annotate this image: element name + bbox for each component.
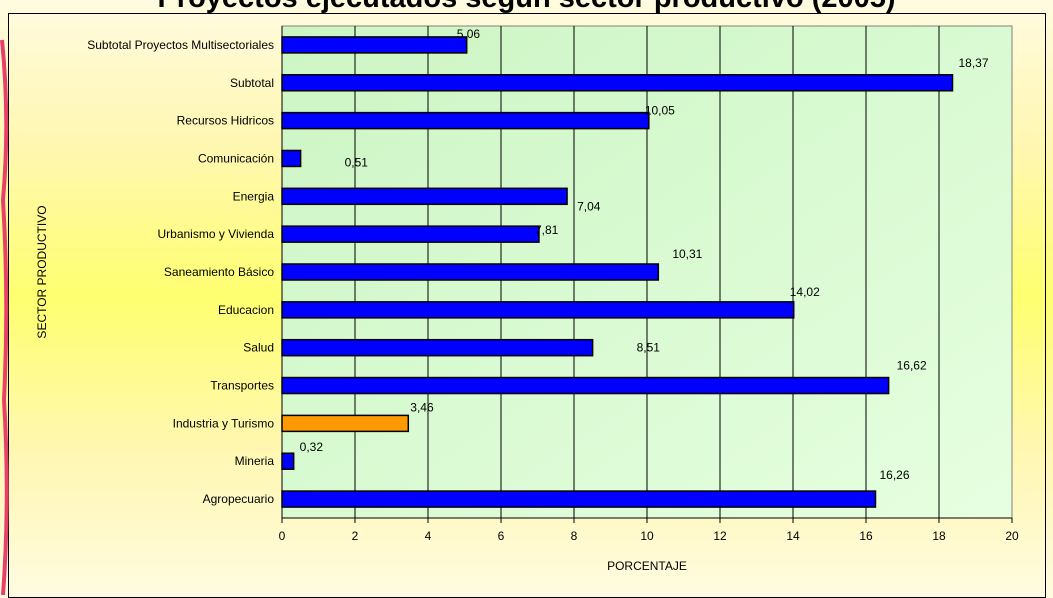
category-label: Energia <box>233 189 275 203</box>
category-label: Salud <box>243 341 274 355</box>
x-tick-label: 4 <box>425 529 432 543</box>
bars <box>281 36 954 508</box>
x-tick-label: 20 <box>1005 529 1019 543</box>
bar <box>281 225 540 243</box>
x-tick-label: 14 <box>786 529 800 543</box>
bar <box>281 414 410 433</box>
category-label: Agropecuario <box>203 492 275 506</box>
x-axis-label: PORCENTAJE <box>607 559 687 573</box>
x-tick-label: 18 <box>932 529 946 543</box>
bar <box>281 111 650 130</box>
category-label: Industria y Turismo <box>173 416 275 430</box>
bar <box>281 187 568 206</box>
bar <box>281 301 795 319</box>
bar <box>281 149 302 168</box>
y-axis-label: SECTOR PRODUCTIVO <box>35 205 49 338</box>
bar-value-label: 16,62 <box>897 359 927 373</box>
x-tick-label: 12 <box>713 529 727 543</box>
bar-value-labels: 5,06 18,37 10,05 0,51 7,04 7,81 10,31 14,02 8,51… <box>300 27 989 482</box>
bar <box>281 376 890 395</box>
category-label: Subtotal Proyectos Multisectoriales <box>87 38 274 52</box>
bar-value-label: 5,06 <box>457 27 481 41</box>
category-label: Urbanismo y Vivienda <box>157 227 274 241</box>
bar-value-label: 0,32 <box>300 440 324 454</box>
bar-value-label: 0,51 <box>345 155 369 169</box>
bar-value-label: 8,51 <box>637 341 661 355</box>
bar-value-label: 14,02 <box>790 285 820 299</box>
category-label: Recursos Hidricos <box>177 114 274 128</box>
bar-value-label: 7,81 <box>535 223 559 237</box>
category-label: Subtotal <box>230 76 274 90</box>
bar-value-label: 7,04 <box>577 199 601 213</box>
x-tick-label: 0 <box>279 529 286 543</box>
bar <box>281 263 660 281</box>
chart-title: Proyectos ejecutados según sector produc… <box>0 0 1053 15</box>
watermark-mark <box>0 39 9 595</box>
x-tick-label: 8 <box>571 529 578 543</box>
x-tick-label: 10 <box>640 529 654 543</box>
category-label: Educacion <box>218 303 274 317</box>
x-tick-labels: 0 2 4 6 8 10 12 14 16 18 20 <box>279 518 1019 543</box>
bar <box>281 74 954 92</box>
bar-value-label: 18,37 <box>959 56 989 70</box>
category-label: Mineria <box>235 454 275 468</box>
bar-value-label: 3,46 <box>410 400 434 414</box>
category-label: Transportes <box>210 379 274 393</box>
x-tick-label: 2 <box>352 529 359 543</box>
bar-value-label: 10,05 <box>645 104 675 118</box>
bar <box>281 338 594 357</box>
bar <box>281 490 877 508</box>
category-labels: Subtotal Proyectos Multisectoriales Subto… <box>87 38 274 506</box>
bar-value-label: 10,31 <box>672 247 702 261</box>
bar-value-label: 16,26 <box>879 468 909 482</box>
x-tick-label: 16 <box>859 529 873 543</box>
bar <box>281 452 295 470</box>
x-tick-label: 6 <box>498 529 505 543</box>
category-label: Saneamiento Básico <box>164 265 274 279</box>
category-label: Comunicación <box>198 151 274 165</box>
bar <box>281 36 468 54</box>
